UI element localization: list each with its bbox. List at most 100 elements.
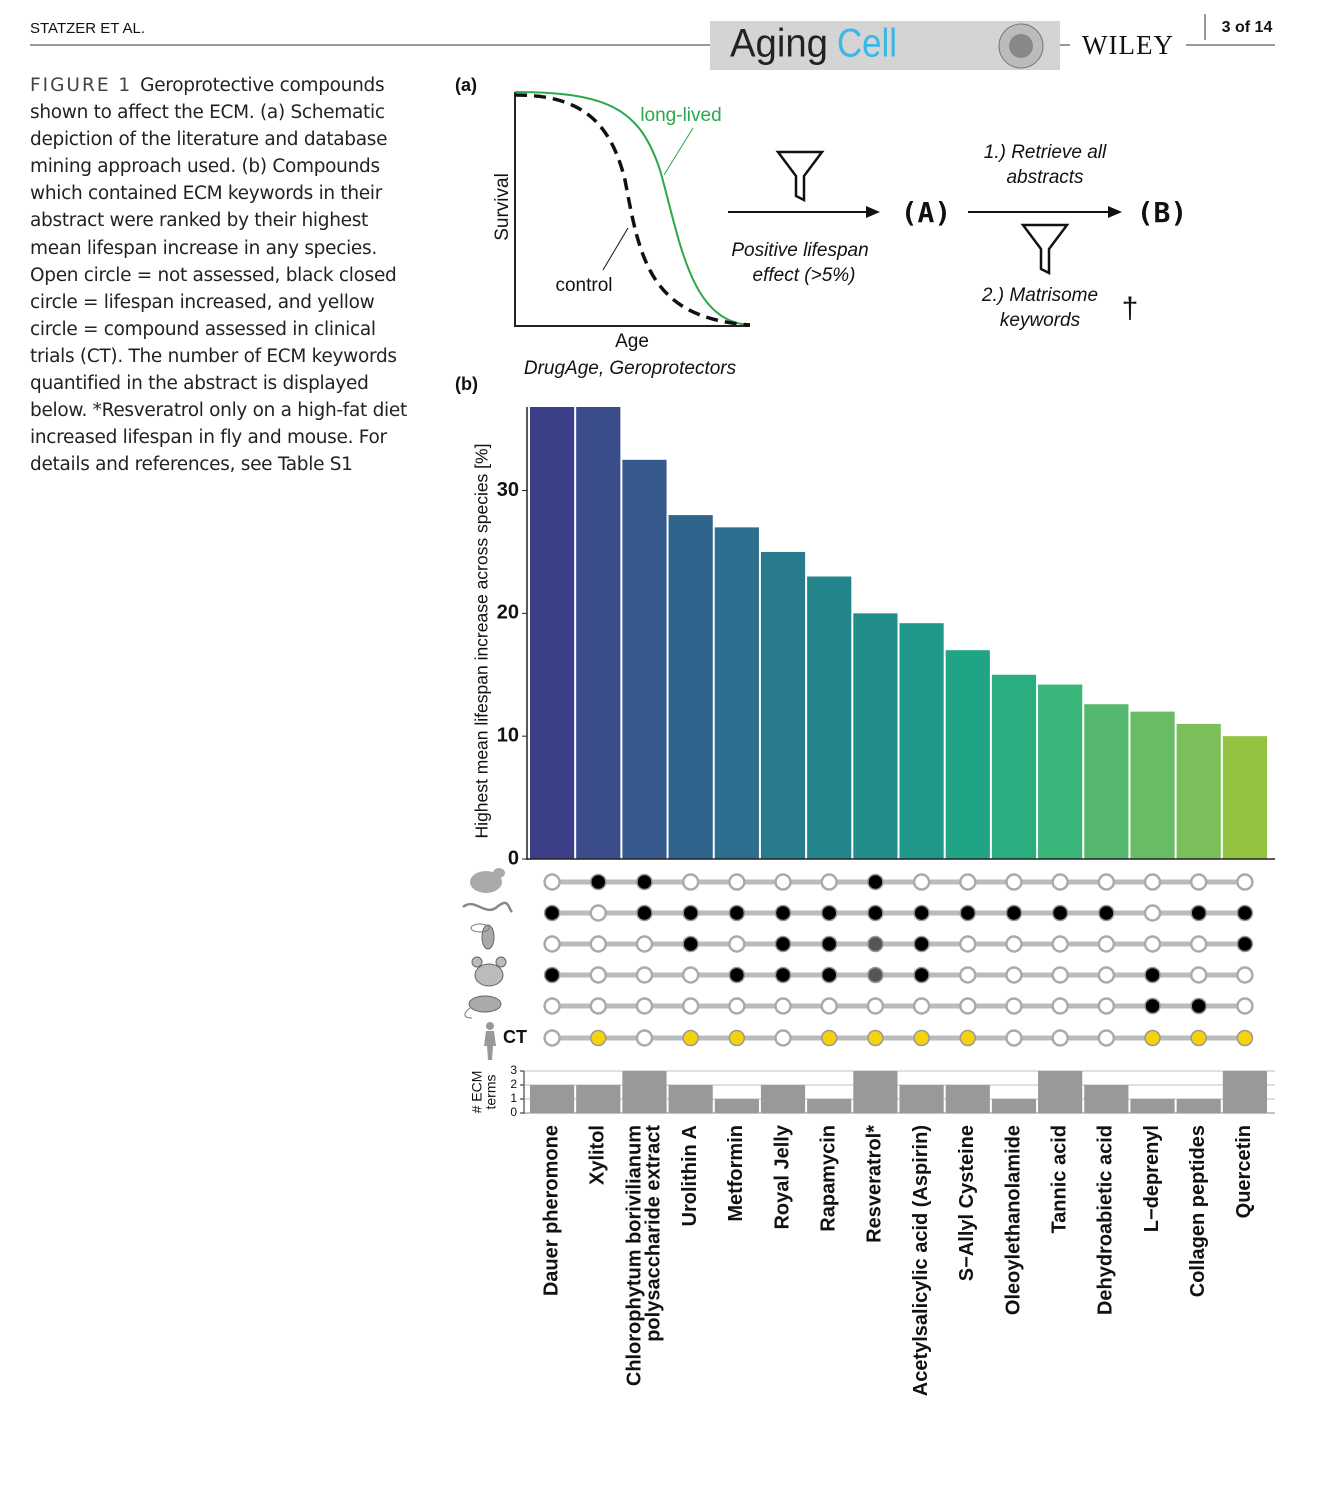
panel-label: (a) [455, 75, 477, 95]
y-tick-label: 10 [497, 724, 519, 746]
human-icon [484, 1031, 496, 1060]
bar [1038, 1071, 1083, 1113]
step-text: 1.) Retrieve all [984, 142, 1107, 163]
dot [1144, 966, 1161, 984]
dot [681, 997, 700, 1015]
bar [1130, 711, 1175, 859]
dot [589, 904, 608, 922]
fly-icon [481, 924, 495, 950]
bar [530, 407, 575, 859]
dot [913, 1029, 930, 1047]
dot [1005, 1029, 1023, 1047]
x-tick-label: Dehydroabietic acid [1095, 1125, 1117, 1315]
y-tick-label: 30 [497, 479, 519, 501]
dot [867, 935, 884, 953]
dot [866, 997, 885, 1015]
dot [1190, 1029, 1207, 1047]
journal-first: Aging [730, 22, 828, 66]
rat-icon [468, 995, 502, 1013]
dot [1143, 873, 1162, 891]
dot [1143, 935, 1162, 953]
dot [728, 873, 746, 891]
panel-label: (b) [455, 374, 478, 394]
dot [820, 935, 838, 953]
row-label: CT [503, 1027, 527, 1047]
funnel [775, 150, 825, 203]
x-tick-label: Acetylsalicylic acid (Aspirin) [910, 1125, 932, 1396]
node-b: (B) [1137, 196, 1188, 229]
dot [1189, 935, 1208, 953]
bar [622, 1071, 667, 1113]
yeast-icon [470, 871, 502, 893]
dot [1097, 1029, 1116, 1047]
dot [1051, 904, 1069, 922]
bar [714, 1099, 759, 1113]
dot-matrix [543, 873, 1254, 1047]
bar [1176, 723, 1221, 859]
emblem-inner [1009, 34, 1033, 58]
dot [543, 935, 561, 953]
dot [867, 1029, 884, 1047]
y-label: Highest mean lifespan increase across sp… [472, 444, 492, 839]
yeast-icon [493, 868, 505, 878]
dot [820, 997, 838, 1015]
dot [912, 873, 931, 891]
dot [867, 966, 884, 984]
source: DrugAge, Geroprotectors [524, 358, 737, 379]
x-tick-label: Royal Jelly [771, 1124, 793, 1229]
fly-icon [470, 923, 490, 933]
dot [543, 873, 561, 891]
caption-text: Geroprotective compounds shown to affect… [30, 75, 407, 476]
dot [913, 966, 930, 984]
dot [1236, 873, 1254, 891]
bar [1222, 1071, 1267, 1113]
arrowhead [1108, 206, 1122, 218]
dot [681, 966, 700, 984]
arrowhead [866, 206, 880, 218]
pointer [663, 127, 694, 176]
mouse-icon [471, 956, 483, 968]
ecm-label: # ECM [469, 1071, 485, 1114]
dot [820, 966, 838, 984]
dot [543, 1029, 561, 1047]
node-a: (A) [901, 196, 952, 229]
dot [959, 904, 977, 922]
bar [991, 1099, 1037, 1113]
dot [1236, 997, 1254, 1015]
dot [636, 873, 653, 891]
dot [728, 966, 746, 984]
bar [945, 650, 990, 859]
publisher: WILEY [1082, 30, 1174, 60]
bar [853, 613, 898, 859]
dot [820, 904, 838, 922]
dot [959, 966, 977, 984]
mouse-icon [474, 963, 504, 987]
bar [1084, 704, 1129, 859]
dot [728, 935, 746, 953]
x-tick-label: Quercetin [1233, 1125, 1255, 1218]
dot [1005, 873, 1023, 891]
funnel [1020, 223, 1070, 276]
dot [1236, 1029, 1254, 1047]
long-lived-curve [514, 91, 751, 326]
dot [959, 873, 977, 891]
label-line: Chlorophytum borivilianum [624, 1125, 646, 1386]
bar [807, 576, 852, 859]
bar [1176, 1099, 1221, 1113]
running-head: STATZER ET AL. [30, 20, 145, 37]
dot [636, 904, 653, 922]
dot [959, 935, 977, 953]
x-tick-label: Resveratrol* [864, 1125, 886, 1243]
dot [1051, 966, 1069, 984]
bars [530, 407, 1267, 859]
dot [1005, 935, 1023, 953]
dot [1005, 997, 1023, 1015]
journal-second: Cell [837, 22, 897, 66]
x-tick-label: Urolithin A [679, 1125, 701, 1226]
bar [1130, 1099, 1175, 1113]
caption: FIGURE 1 Geroprotective compounds shown t… [30, 72, 408, 478]
dot [1051, 935, 1069, 953]
dot [1098, 904, 1115, 922]
dot [1051, 873, 1069, 891]
